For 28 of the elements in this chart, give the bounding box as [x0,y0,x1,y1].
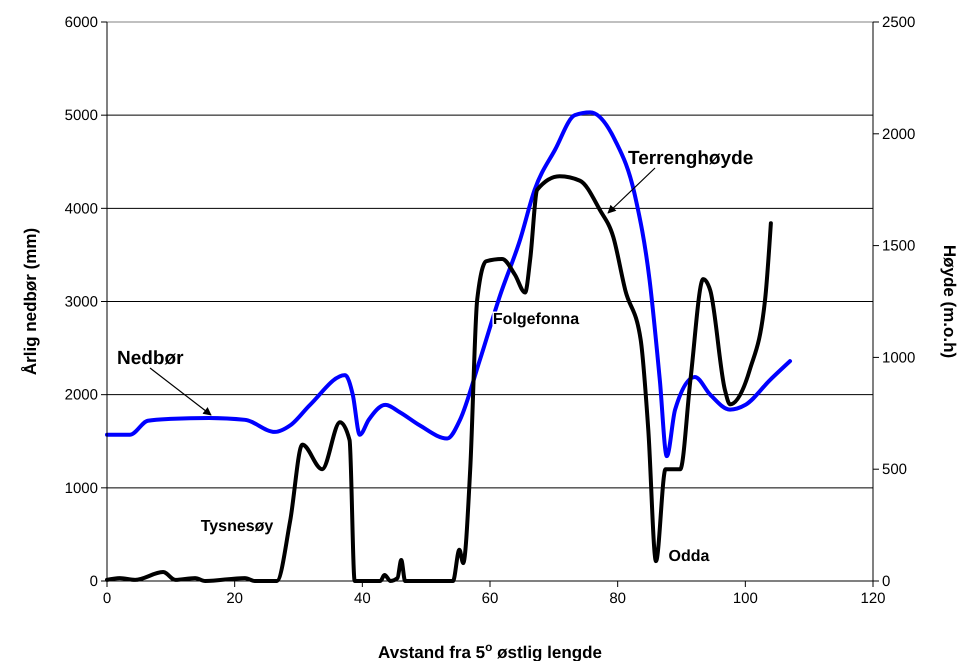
y2-tick-label: 2500 [882,14,916,31]
y-tick-label: 3000 [64,294,98,310]
y-tick-label: 6000 [64,14,98,31]
x-tick-label: 40 [354,590,371,607]
y2-tick-label: 0 [882,573,890,590]
y-tick-label: 5000 [64,107,98,124]
y-axis-title: Årlig nedbør (mm) [21,228,40,376]
y2-tick-label: 500 [882,461,908,478]
x-tick-label: 80 [609,590,626,607]
x-tick-label: 100 [732,590,758,607]
x-tick-label: 60 [482,590,498,607]
text: Terrenghøyde [628,148,754,169]
annotation: Tysnesøy [200,518,274,535]
y2-tick-label: 1500 [882,238,916,255]
x-tick-label: 20 [226,590,244,607]
y-tick-label: 0 [90,573,98,590]
y2-axis-title: Høyde (m.o.h) [940,244,959,358]
annotation: Odda [668,548,710,565]
line-series [105,110,792,458]
y2-tick-label: 2000 [882,126,916,143]
y-tick-label: 2000 [64,386,98,404]
y-tick-label: 4000 [64,200,98,218]
y2-tick-label: 1000 [882,349,916,366]
text: Nedbør [117,348,184,369]
annotation: Folgefonna [492,311,580,328]
x-tick-label: 0 [102,590,112,607]
y-tick-label: 1000 [64,480,98,497]
x-tick-label: 120 [860,590,886,607]
